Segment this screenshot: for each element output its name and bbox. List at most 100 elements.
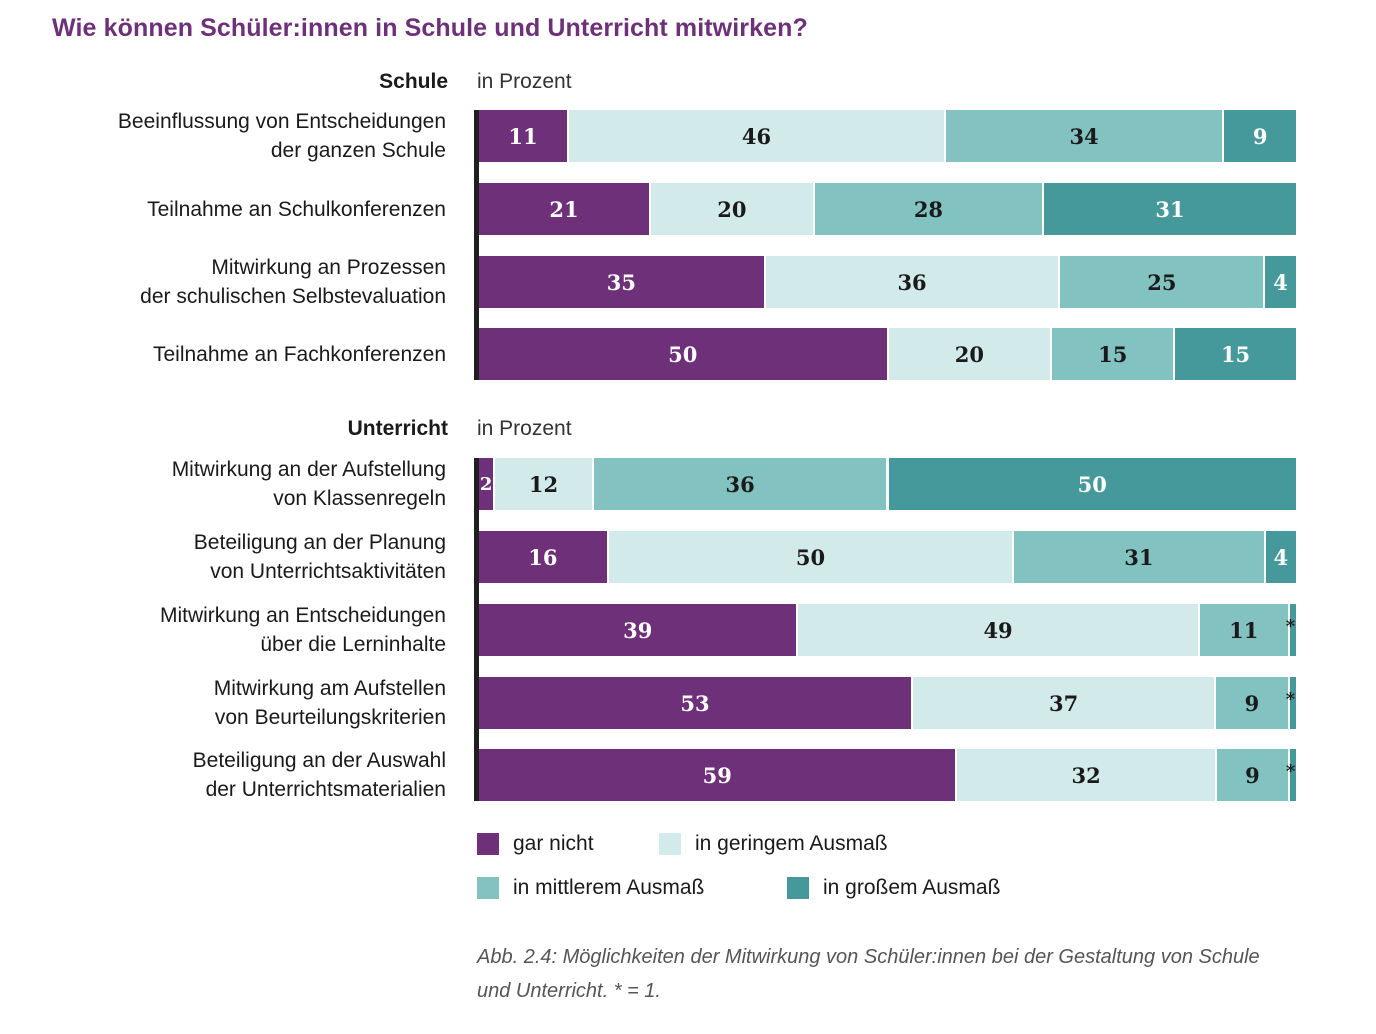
data-label: 50 bbox=[668, 341, 698, 367]
data-label: 31 bbox=[1124, 544, 1154, 570]
data-label: 25 bbox=[1147, 269, 1177, 295]
data-label: 59 bbox=[702, 762, 732, 788]
bar-segment: 31 bbox=[1014, 531, 1264, 583]
legend-swatch bbox=[477, 833, 499, 855]
data-label: 2 bbox=[479, 473, 493, 495]
data-label: 53 bbox=[680, 690, 710, 716]
data-label: 4 bbox=[1273, 544, 1289, 570]
category-label-line: Teilnahme an Fachkonferenzen bbox=[152, 342, 446, 366]
bar-segment: 25 bbox=[1060, 256, 1264, 308]
bar-segment bbox=[1289, 604, 1296, 656]
bar-segment: 20 bbox=[650, 183, 813, 235]
bar-segment: 36 bbox=[593, 458, 887, 510]
category-label: Beteiligung an der Planung von Unterricht… bbox=[0, 527, 446, 587]
category-label-line: Teilnahme an Schulkonferenzen bbox=[147, 197, 446, 221]
category-label-line: der Unterrichtsmaterialien bbox=[205, 778, 446, 801]
unit-label: in Prozent bbox=[477, 417, 572, 440]
bar-segment: 39 bbox=[479, 604, 797, 656]
category-label-line: Beteiligung an der Planung bbox=[193, 531, 446, 554]
category-label-line: der schulischen Selbstevaluation bbox=[140, 285, 446, 308]
bar-segment: 4 bbox=[1265, 256, 1296, 308]
bar-segment: 59 bbox=[479, 749, 956, 801]
category-label-line: Mitwirkung am Aufstellen bbox=[213, 677, 446, 700]
data-label: 20 bbox=[954, 341, 985, 367]
category-label-line: Mitwirkung an der Aufstellung bbox=[171, 458, 446, 481]
data-label: 21 bbox=[549, 196, 579, 222]
data-label-footnote-star: * bbox=[1285, 761, 1296, 782]
bar-segment: 50 bbox=[888, 458, 1296, 510]
data-label: 9 bbox=[1244, 690, 1260, 716]
category-label-line: von Unterrichtsaktivitäten bbox=[210, 560, 446, 583]
bar-segment: 11 bbox=[479, 110, 568, 162]
bar-segment: 28 bbox=[814, 183, 1043, 235]
bar-segment: 35 bbox=[479, 256, 764, 308]
section-heading-unterricht: Unterricht bbox=[347, 417, 448, 440]
data-label: 34 bbox=[1069, 123, 1099, 149]
data-label-footnote-star: * bbox=[1285, 616, 1296, 637]
data-label: 4 bbox=[1273, 269, 1288, 295]
data-label: 46 bbox=[741, 123, 772, 149]
bar-segment: 15 bbox=[1052, 328, 1174, 380]
bar-segment: 20 bbox=[888, 328, 1051, 380]
legend-label: gar nicht bbox=[513, 832, 594, 855]
bar-segment: 9 bbox=[1224, 110, 1296, 162]
data-label: 9 bbox=[1252, 123, 1268, 149]
data-label: 16 bbox=[528, 544, 558, 570]
data-label: 36 bbox=[725, 471, 755, 497]
data-label: 32 bbox=[1071, 762, 1101, 788]
bar-segment: 15 bbox=[1175, 328, 1296, 380]
data-label: 15 bbox=[1098, 341, 1128, 367]
chart-title: Wie können Schüler:innen in Schule und U… bbox=[52, 14, 808, 42]
legend-item: in geringem Ausmaß bbox=[659, 832, 888, 856]
bar-segment: 2 bbox=[479, 458, 494, 510]
data-label: 12 bbox=[528, 471, 559, 497]
data-label: 49 bbox=[983, 617, 1013, 643]
data-label: 11 bbox=[1229, 617, 1259, 643]
legend-label: in geringem Ausmaß bbox=[695, 832, 888, 855]
bar-segment bbox=[1289, 749, 1296, 801]
bar-segment: 46 bbox=[569, 110, 944, 162]
legend-item: in großem Ausmaß bbox=[787, 876, 1000, 900]
category-label: Beeinflussung von Entscheidungen der ganz… bbox=[0, 106, 446, 166]
bar-segment: 50 bbox=[479, 328, 887, 380]
category-label: Beteiligung an der Auswahl der Unterricht… bbox=[0, 745, 446, 805]
category-label-line: Mitwirkung an Prozessen bbox=[211, 256, 446, 279]
data-label: 35 bbox=[606, 269, 636, 295]
category-label-line: Beeinflussung von Entscheidungen bbox=[117, 110, 446, 133]
data-label: 39 bbox=[623, 617, 653, 643]
data-label: 20 bbox=[717, 196, 747, 222]
bar-segment: 32 bbox=[957, 749, 1215, 801]
bar-segment: 16 bbox=[479, 531, 607, 583]
category-label-line: Mitwirkung an Entscheidungen bbox=[159, 604, 446, 627]
bar-segment: 12 bbox=[495, 458, 592, 510]
data-label-footnote-star: * bbox=[1285, 689, 1296, 710]
bar-segment: 21 bbox=[479, 183, 649, 235]
bar-segment: 9 bbox=[1216, 749, 1288, 801]
section-heading-schule: Schule bbox=[379, 70, 448, 93]
legend-swatch bbox=[477, 877, 499, 899]
bar-segment: 50 bbox=[608, 531, 1013, 583]
bar-segment: 11 bbox=[1199, 604, 1288, 656]
category-label-line: von Beurteilungskriterien bbox=[214, 706, 446, 729]
figure-caption: Abb. 2.4: Möglichkeiten der Mitwirkung v… bbox=[477, 946, 1260, 1002]
legend-label: in großem Ausmaß bbox=[823, 876, 1001, 899]
unit-label: in Prozent bbox=[477, 70, 572, 93]
category-label: Mitwirkung am Aufstellen von Beurteilungs… bbox=[0, 673, 446, 733]
data-label: 28 bbox=[913, 196, 944, 222]
data-label: 36 bbox=[897, 269, 927, 295]
y-axis-line bbox=[474, 110, 479, 380]
bar-segment: 34 bbox=[945, 110, 1223, 162]
y-axis-line bbox=[474, 458, 479, 801]
data-label: 37 bbox=[1048, 690, 1079, 716]
legend-swatch bbox=[659, 833, 681, 855]
bar-segment: 36 bbox=[765, 256, 1059, 308]
data-label: 11 bbox=[508, 123, 538, 149]
category-label-line: der ganzen Schule bbox=[270, 139, 446, 162]
category-label: Mitwirkung an Prozessen der schulischen S… bbox=[0, 252, 446, 312]
data-label: 50 bbox=[1077, 471, 1107, 497]
category-label-line: von Klassenregeln bbox=[273, 487, 446, 510]
legend-label: in mittlerem Ausmaß bbox=[513, 876, 705, 899]
bar-segment: 4 bbox=[1265, 531, 1296, 583]
data-label: 9 bbox=[1245, 762, 1260, 788]
bar-segment bbox=[1289, 677, 1296, 729]
